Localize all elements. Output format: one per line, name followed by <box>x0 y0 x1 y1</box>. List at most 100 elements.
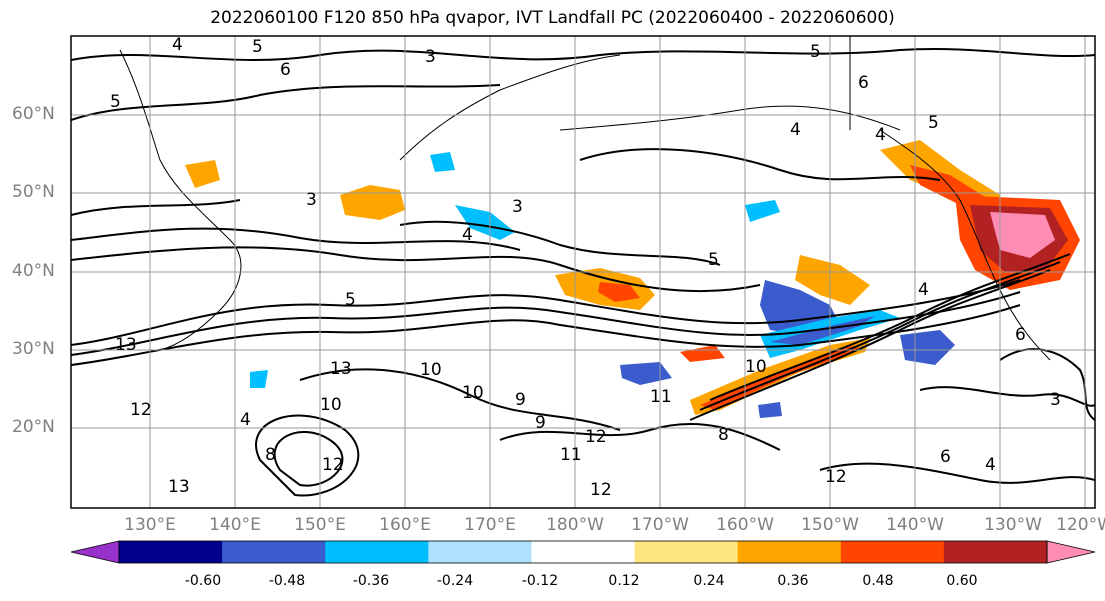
colorbar-bin <box>634 541 739 563</box>
contour-label: 4 <box>240 410 251 430</box>
map-title: 2022060100 F120 850 hPa qvapor, IVT Land… <box>210 8 895 28</box>
contour-line <box>919 386 1095 407</box>
contour-line <box>71 304 1021 366</box>
contour-label: 5 <box>810 42 821 62</box>
lon-label: 160°W <box>716 515 774 535</box>
contour-line <box>699 261 1061 411</box>
contour-label: 12 <box>825 467 847 487</box>
contour-label: 4 <box>985 455 996 475</box>
lat-label: 20°N <box>12 417 55 437</box>
negative-anomaly-patch <box>250 370 268 388</box>
lon-label: 130°W <box>984 515 1042 535</box>
coastline <box>399 54 621 161</box>
colorbar-tick: -0.60 <box>184 573 222 589</box>
contour-line <box>579 148 941 181</box>
colorbar-tick: 0.60 <box>946 573 978 589</box>
contour-label: 10 <box>420 360 442 380</box>
contour-label: 8 <box>718 425 729 445</box>
contour-line <box>71 291 1021 356</box>
colorbar-tick: 0.12 <box>608 573 640 589</box>
contour-label: 4 <box>918 280 929 300</box>
negative-anomaly-patch <box>900 330 955 365</box>
negative-anomaly-patch <box>430 152 455 172</box>
lat-label: 60°N <box>12 104 55 124</box>
positive-anomaly-core <box>910 165 990 205</box>
contour-line <box>499 422 781 451</box>
contour-label: 4 <box>790 120 801 140</box>
lat-label: 40°N <box>12 261 55 281</box>
contour-line <box>71 227 521 251</box>
lon-label: 140°E <box>209 515 261 535</box>
positive-anomaly-patch <box>795 255 870 305</box>
contour-line <box>71 246 761 293</box>
lon-label: 150°E <box>294 515 346 535</box>
coastline <box>119 49 242 351</box>
contour-label: 9 <box>535 413 546 433</box>
coastline <box>559 105 901 131</box>
contour-label: 12 <box>130 400 152 420</box>
contour-label: 13 <box>168 477 190 497</box>
colorbar-tick: -0.12 <box>521 573 559 589</box>
positive-anomaly-core <box>598 282 640 302</box>
contour-label: 5 <box>345 290 356 310</box>
positive-anomaly-patch <box>680 345 725 362</box>
coastlines <box>119 36 1051 361</box>
colorbar-bin <box>737 541 842 563</box>
lon-label: 130°E <box>124 515 176 535</box>
contour-line <box>71 279 1021 346</box>
colorbar-bin <box>840 541 945 563</box>
map-frame <box>70 35 1096 509</box>
qvapor-contours <box>71 47 1095 497</box>
contour-label: 5 <box>110 92 121 112</box>
lat-label: 30°N <box>12 339 55 359</box>
contour-label: 4 <box>172 35 183 55</box>
gridlines <box>71 36 1095 508</box>
lon-label-spare: 120°W <box>1056 515 1105 535</box>
contour-label: 13 <box>330 359 352 379</box>
contour-label: 10 <box>462 383 484 403</box>
contour-label: 3 <box>512 197 523 217</box>
negative-anomaly-patch <box>770 316 875 345</box>
colorbar <box>70 540 1096 564</box>
contour-label: 3 <box>1050 390 1061 410</box>
colorbar-tick: 0.48 <box>862 573 894 589</box>
contour-label: 10 <box>320 395 342 415</box>
colorbar-tick: -0.36 <box>352 573 390 589</box>
contour-label: 4 <box>875 125 886 145</box>
colorbar-tick: -0.48 <box>268 573 306 589</box>
contour-label: 6 <box>280 60 291 80</box>
contour-label: 10 <box>745 357 767 377</box>
contour-label: 9 <box>515 390 526 410</box>
contour-label: 5 <box>708 250 719 270</box>
contour-line <box>71 84 501 121</box>
negative-anomaly-patch <box>455 205 515 240</box>
contour-label: 5 <box>928 113 939 133</box>
contour-label: 12 <box>585 427 607 447</box>
contour-label: 5 <box>252 37 263 57</box>
contour-label: 6 <box>940 447 951 467</box>
contour-line <box>299 368 621 431</box>
lat-label: 50°N <box>12 182 55 202</box>
negative-anomaly-patch <box>758 402 782 418</box>
colorbar-extend-low <box>70 540 120 564</box>
contour-label: 8 <box>265 445 276 465</box>
colorbar-bin <box>428 541 532 563</box>
positive-anomaly-patch <box>185 160 220 188</box>
contour-line <box>255 414 360 497</box>
lon-label: 170°W <box>631 515 689 535</box>
colorbar-bin <box>531 541 636 563</box>
colorbar-tick: 0.36 <box>777 573 809 589</box>
negative-anomaly-patch <box>620 362 672 385</box>
positive-anomaly-patch <box>340 185 405 220</box>
contour-label: 12 <box>322 455 344 475</box>
contour-label: 13 <box>115 335 137 355</box>
contour-line <box>71 47 1095 61</box>
lon-label: 140°W <box>886 515 944 535</box>
colorbar-bin <box>119 541 223 563</box>
contour-label: 11 <box>560 445 582 465</box>
lon-label: 150°W <box>801 515 859 535</box>
colorbar-bin <box>943 541 1048 563</box>
colorbar-tick: -0.24 <box>436 573 474 589</box>
coastline <box>879 129 1051 361</box>
